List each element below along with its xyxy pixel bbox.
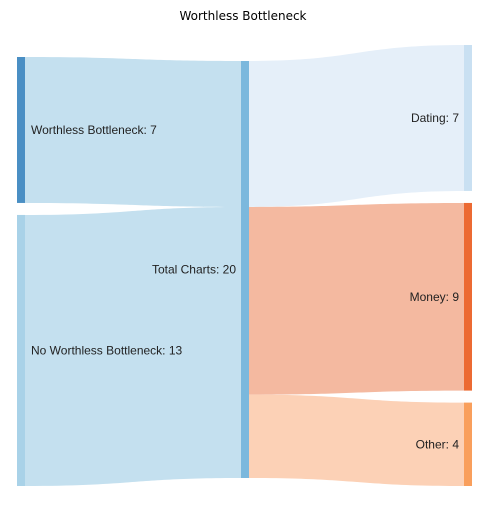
- node-money: [464, 202, 472, 391]
- chart-title: Worthless Bottleneck: [179, 9, 306, 23]
- nodes-layer: [17, 45, 472, 486]
- node-label-money: Money: 9: [410, 290, 460, 304]
- labels-layer: Worthless Bottleneck: 7 No Worthless Bott…: [31, 111, 459, 451]
- node-label-dating: Dating: 7: [411, 111, 459, 125]
- node-label-nwb: No Worthless Bottleneck: 13: [31, 343, 183, 357]
- node-nwb: [17, 214, 25, 486]
- node-label-other: Other: 4: [416, 437, 460, 451]
- link-total-other: [249, 394, 464, 486]
- node-other: [464, 402, 472, 486]
- link-nwb-total: [25, 206, 241, 486]
- node-label-wb: Worthless Bottleneck: 7: [31, 123, 157, 137]
- node-label-total: Total Charts: 20: [152, 263, 236, 277]
- node-dating: [464, 45, 472, 191]
- link-wb-total: [25, 57, 241, 207]
- link-total-money: [249, 202, 464, 395]
- links-layer: [25, 45, 464, 486]
- node-total: [241, 61, 249, 478]
- link-total-dating: [249, 45, 464, 207]
- node-wb: [17, 57, 25, 203]
